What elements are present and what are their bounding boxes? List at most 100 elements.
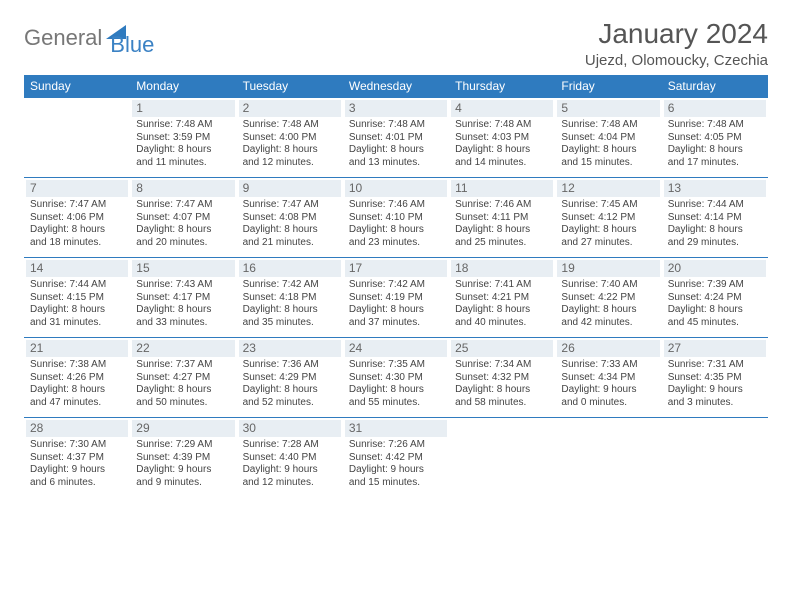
- day-details: Sunrise: 7:45 AMSunset: 4:12 PMDaylight:…: [557, 199, 659, 249]
- day-details: Sunrise: 7:46 AMSunset: 4:11 PMDaylight:…: [451, 199, 553, 249]
- calendar-cell: 16Sunrise: 7:42 AMSunset: 4:18 PMDayligh…: [237, 258, 343, 338]
- calendar-row: 28Sunrise: 7:30 AMSunset: 4:37 PMDayligh…: [24, 418, 768, 498]
- day-detail-line: and 20 minutes.: [136, 237, 230, 250]
- day-detail-line: and 15 minutes.: [561, 157, 655, 170]
- day-detail-line: Sunrise: 7:45 AM: [561, 199, 655, 212]
- day-detail-line: Daylight: 8 hours: [243, 224, 337, 237]
- day-details: Sunrise: 7:48 AMSunset: 4:04 PMDaylight:…: [557, 119, 659, 169]
- day-detail-line: and 47 minutes.: [30, 397, 124, 410]
- day-detail-line: Daylight: 9 hours: [243, 464, 337, 477]
- day-number: 1: [132, 100, 234, 117]
- day-detail-line: Sunrise: 7:36 AM: [243, 359, 337, 372]
- day-number: 18: [451, 260, 553, 277]
- day-detail-line: Daylight: 8 hours: [243, 144, 337, 157]
- day-detail-line: and 42 minutes.: [561, 317, 655, 330]
- header: General Blue January 2024 Ujezd, Olomouc…: [24, 18, 768, 69]
- brand-part1: General: [24, 25, 102, 51]
- day-number: 25: [451, 340, 553, 357]
- day-number: 9: [239, 180, 341, 197]
- day-detail-line: Sunrise: 7:43 AM: [136, 279, 230, 292]
- day-detail-line: Daylight: 8 hours: [455, 384, 549, 397]
- day-detail-line: Sunset: 4:17 PM: [136, 292, 230, 305]
- day-details: Sunrise: 7:48 AMSunset: 3:59 PMDaylight:…: [132, 119, 234, 169]
- day-details: Sunrise: 7:31 AMSunset: 4:35 PMDaylight:…: [664, 359, 766, 409]
- day-detail-line: Sunrise: 7:42 AM: [243, 279, 337, 292]
- calendar-cell: 1 Sunrise: 7:48 AMSunset: 3:59 PMDaylight…: [130, 98, 236, 178]
- calendar-cell: 4Sunrise: 7:48 AMSunset: 4:03 PMDaylight…: [449, 98, 555, 178]
- day-detail-line: and 15 minutes.: [349, 477, 443, 490]
- day-detail-line: Sunset: 4:03 PM: [455, 132, 549, 145]
- day-detail-line: and 14 minutes.: [455, 157, 549, 170]
- calendar-row: 21Sunrise: 7:38 AMSunset: 4:26 PMDayligh…: [24, 338, 768, 418]
- day-detail-line: and 6 minutes.: [30, 477, 124, 490]
- day-detail-line: Sunset: 4:37 PM: [30, 452, 124, 465]
- day-details: Sunrise: 7:47 AMSunset: 4:08 PMDaylight:…: [239, 199, 341, 249]
- day-detail-line: and 17 minutes.: [668, 157, 762, 170]
- day-detail-line: and 55 minutes.: [349, 397, 443, 410]
- day-details: Sunrise: 7:30 AMSunset: 4:37 PMDaylight:…: [26, 439, 128, 489]
- day-detail-line: Daylight: 9 hours: [561, 384, 655, 397]
- day-detail-line: Sunset: 4:07 PM: [136, 212, 230, 225]
- calendar-body: 1 Sunrise: 7:48 AMSunset: 3:59 PMDaylight…: [24, 98, 768, 498]
- calendar-cell: 9 Sunrise: 7:47 AMSunset: 4:08 PMDaylight…: [237, 178, 343, 258]
- day-detail-line: Sunrise: 7:46 AM: [349, 199, 443, 212]
- day-detail-line: Sunset: 4:27 PM: [136, 372, 230, 385]
- day-number: 24: [345, 340, 447, 357]
- day-details: Sunrise: 7:40 AMSunset: 4:22 PMDaylight:…: [557, 279, 659, 329]
- day-detail-line: Sunset: 4:10 PM: [349, 212, 443, 225]
- calendar-cell: 28Sunrise: 7:30 AMSunset: 4:37 PMDayligh…: [24, 418, 130, 498]
- day-detail-line: Sunrise: 7:47 AM: [136, 199, 230, 212]
- calendar-cell: 14 Sunrise: 7:44 AMSunset: 4:15 PMDayligh…: [24, 258, 130, 338]
- day-detail-line: Sunrise: 7:47 AM: [243, 199, 337, 212]
- day-detail-line: and 50 minutes.: [136, 397, 230, 410]
- day-number: 2: [239, 100, 341, 117]
- day-detail-line: Daylight: 8 hours: [136, 384, 230, 397]
- calendar-row: 7Sunrise: 7:47 AMSunset: 4:06 PMDaylight…: [24, 178, 768, 258]
- day-number: 7: [26, 180, 128, 197]
- calendar-cell: [662, 418, 768, 498]
- calendar-cell: [449, 418, 555, 498]
- day-detail-line: Sunrise: 7:44 AM: [668, 199, 762, 212]
- day-detail-line: Daylight: 8 hours: [243, 384, 337, 397]
- day-detail-line: Daylight: 8 hours: [561, 224, 655, 237]
- calendar-table: SundayMondayTuesdayWednesdayThursdayFrid…: [24, 75, 768, 498]
- day-detail-line: Sunrise: 7:41 AM: [455, 279, 549, 292]
- day-detail-line: and 11 minutes.: [136, 157, 230, 170]
- calendar-cell: 20Sunrise: 7:39 AMSunset: 4:24 PMDayligh…: [662, 258, 768, 338]
- day-details: Sunrise: 7:41 AMSunset: 4:21 PMDaylight:…: [451, 279, 553, 329]
- day-detail-line: Sunset: 4:40 PM: [243, 452, 337, 465]
- day-detail-line: Sunset: 4:19 PM: [349, 292, 443, 305]
- weekday-header: Tuesday: [237, 75, 343, 98]
- day-detail-line: Sunset: 4:21 PM: [455, 292, 549, 305]
- day-detail-line: Sunset: 4:14 PM: [668, 212, 762, 225]
- day-detail-line: Sunset: 4:00 PM: [243, 132, 337, 145]
- month-title: January 2024: [585, 18, 768, 50]
- day-number: 17: [345, 260, 447, 277]
- title-block: January 2024 Ujezd, Olomoucky, Czechia: [585, 18, 768, 69]
- day-detail-line: Daylight: 9 hours: [30, 464, 124, 477]
- calendar-cell: 22Sunrise: 7:37 AMSunset: 4:27 PMDayligh…: [130, 338, 236, 418]
- location: Ujezd, Olomoucky, Czechia: [585, 52, 768, 69]
- day-detail-line: Sunset: 4:32 PM: [455, 372, 549, 385]
- day-detail-line: Sunset: 4:11 PM: [455, 212, 549, 225]
- calendar-cell: 7Sunrise: 7:47 AMSunset: 4:06 PMDaylight…: [24, 178, 130, 258]
- day-number: 20: [664, 260, 766, 277]
- day-detail-line: Sunrise: 7:48 AM: [243, 119, 337, 132]
- day-detail-line: Daylight: 9 hours: [136, 464, 230, 477]
- day-number: 14: [26, 260, 128, 277]
- day-details: Sunrise: 7:47 AMSunset: 4:07 PMDaylight:…: [132, 199, 234, 249]
- day-number: 5: [557, 100, 659, 117]
- calendar-cell: 10Sunrise: 7:46 AMSunset: 4:10 PMDayligh…: [343, 178, 449, 258]
- day-number: 23: [239, 340, 341, 357]
- day-details: Sunrise: 7:36 AMSunset: 4:29 PMDaylight:…: [239, 359, 341, 409]
- day-details: Sunrise: 7:35 AMSunset: 4:30 PMDaylight:…: [345, 359, 447, 409]
- day-detail-line: Sunrise: 7:48 AM: [349, 119, 443, 132]
- weekday-header: Wednesday: [343, 75, 449, 98]
- day-detail-line: Sunset: 4:15 PM: [30, 292, 124, 305]
- day-detail-line: Daylight: 8 hours: [136, 304, 230, 317]
- day-details: Sunrise: 7:44 AMSunset: 4:15 PMDaylight:…: [26, 279, 128, 329]
- calendar-cell: 21Sunrise: 7:38 AMSunset: 4:26 PMDayligh…: [24, 338, 130, 418]
- calendar-cell: 27Sunrise: 7:31 AMSunset: 4:35 PMDayligh…: [662, 338, 768, 418]
- day-details: Sunrise: 7:37 AMSunset: 4:27 PMDaylight:…: [132, 359, 234, 409]
- day-detail-line: Sunrise: 7:46 AM: [455, 199, 549, 212]
